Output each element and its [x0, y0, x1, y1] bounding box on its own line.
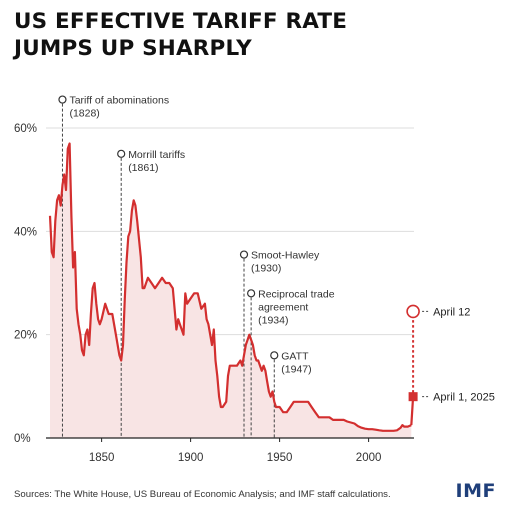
- y-axis-ticks: 0% 20% 40% 60%: [14, 123, 37, 445]
- tariff-area: [50, 143, 412, 438]
- event-label2: agreement: [258, 301, 308, 313]
- tariff-line: [48, 142, 412, 432]
- chart-title: US EFFECTIVE TARIFF RATE JUMPS UP SHARPL…: [14, 8, 434, 62]
- title-line-2: JUMPS UP SHARPLY: [14, 36, 252, 61]
- event-label: Smoot-Hawley: [251, 250, 320, 262]
- event-sub: (1934): [258, 314, 288, 326]
- imf-logo: IMF: [455, 480, 496, 502]
- event-label: Tariff of abominations: [69, 95, 169, 107]
- point-label: April 12: [433, 306, 470, 318]
- x-tick-label: 1950: [267, 452, 293, 464]
- grid-lines: [46, 127, 414, 336]
- x-tick-label: 2000: [356, 452, 382, 464]
- y-tick-label: 20%: [14, 330, 37, 342]
- event-label: GATT: [281, 350, 309, 362]
- event-marker: [58, 95, 67, 104]
- april-1-marker: [408, 392, 418, 402]
- x-axis-ticks: 1850 1900 1950 2000: [89, 438, 382, 464]
- event-annotations: Tariff of abominations(1828) Morrill tari…: [58, 95, 335, 438]
- event-marker: [270, 351, 279, 360]
- event-marker: [239, 250, 249, 259]
- source-note: Sources: The White House, US Bureau of E…: [14, 489, 391, 500]
- line-to-april-1: [410, 396, 415, 426]
- recent-points: April 1, 2025 April 12: [406, 304, 495, 426]
- event-sub: (1828): [69, 108, 99, 120]
- april-12-marker: [406, 304, 420, 319]
- event-label: Reciprocal trade: [258, 288, 335, 300]
- event-sub: (1861): [128, 162, 158, 174]
- point-label: April 1, 2025: [433, 392, 495, 404]
- y-tick-label: 60%: [14, 123, 37, 135]
- event-label: Morrill tariffs: [128, 149, 185, 161]
- x-tick-label: 1850: [89, 452, 115, 464]
- event-marker: [247, 289, 256, 298]
- event-sub: (1930): [251, 263, 281, 275]
- title-line-1: US EFFECTIVE TARIFF RATE: [14, 9, 348, 34]
- y-tick-label: 0%: [14, 433, 31, 445]
- event-marker: [117, 149, 126, 158]
- event-sub: (1947): [281, 363, 311, 375]
- x-tick-label: 1900: [178, 452, 204, 464]
- y-tick-label: 40%: [14, 226, 37, 238]
